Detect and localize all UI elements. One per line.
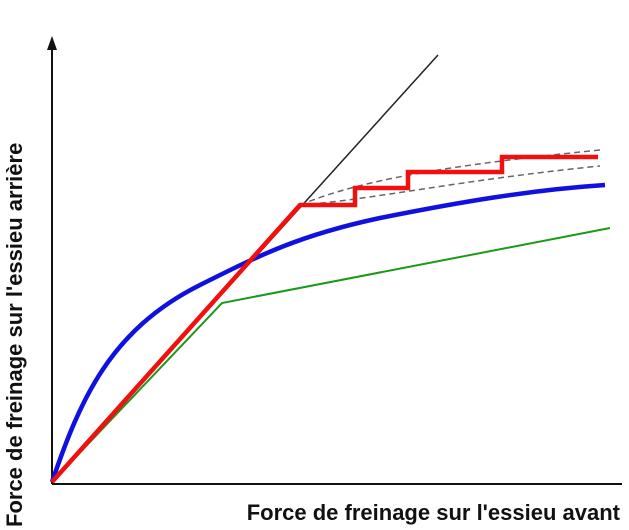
red-curve [50, 154, 598, 484]
blue-curve [49, 182, 606, 483]
x-axis-label: Force de freinage sur l'essieu avant [247, 500, 621, 525]
green-curve [51, 227, 611, 483]
y-axis-arrow [47, 36, 57, 50]
y-axis-label: Force de freinage sur l'essieu arrière [2, 143, 27, 527]
lower-dashed-curve [299, 165, 601, 206]
